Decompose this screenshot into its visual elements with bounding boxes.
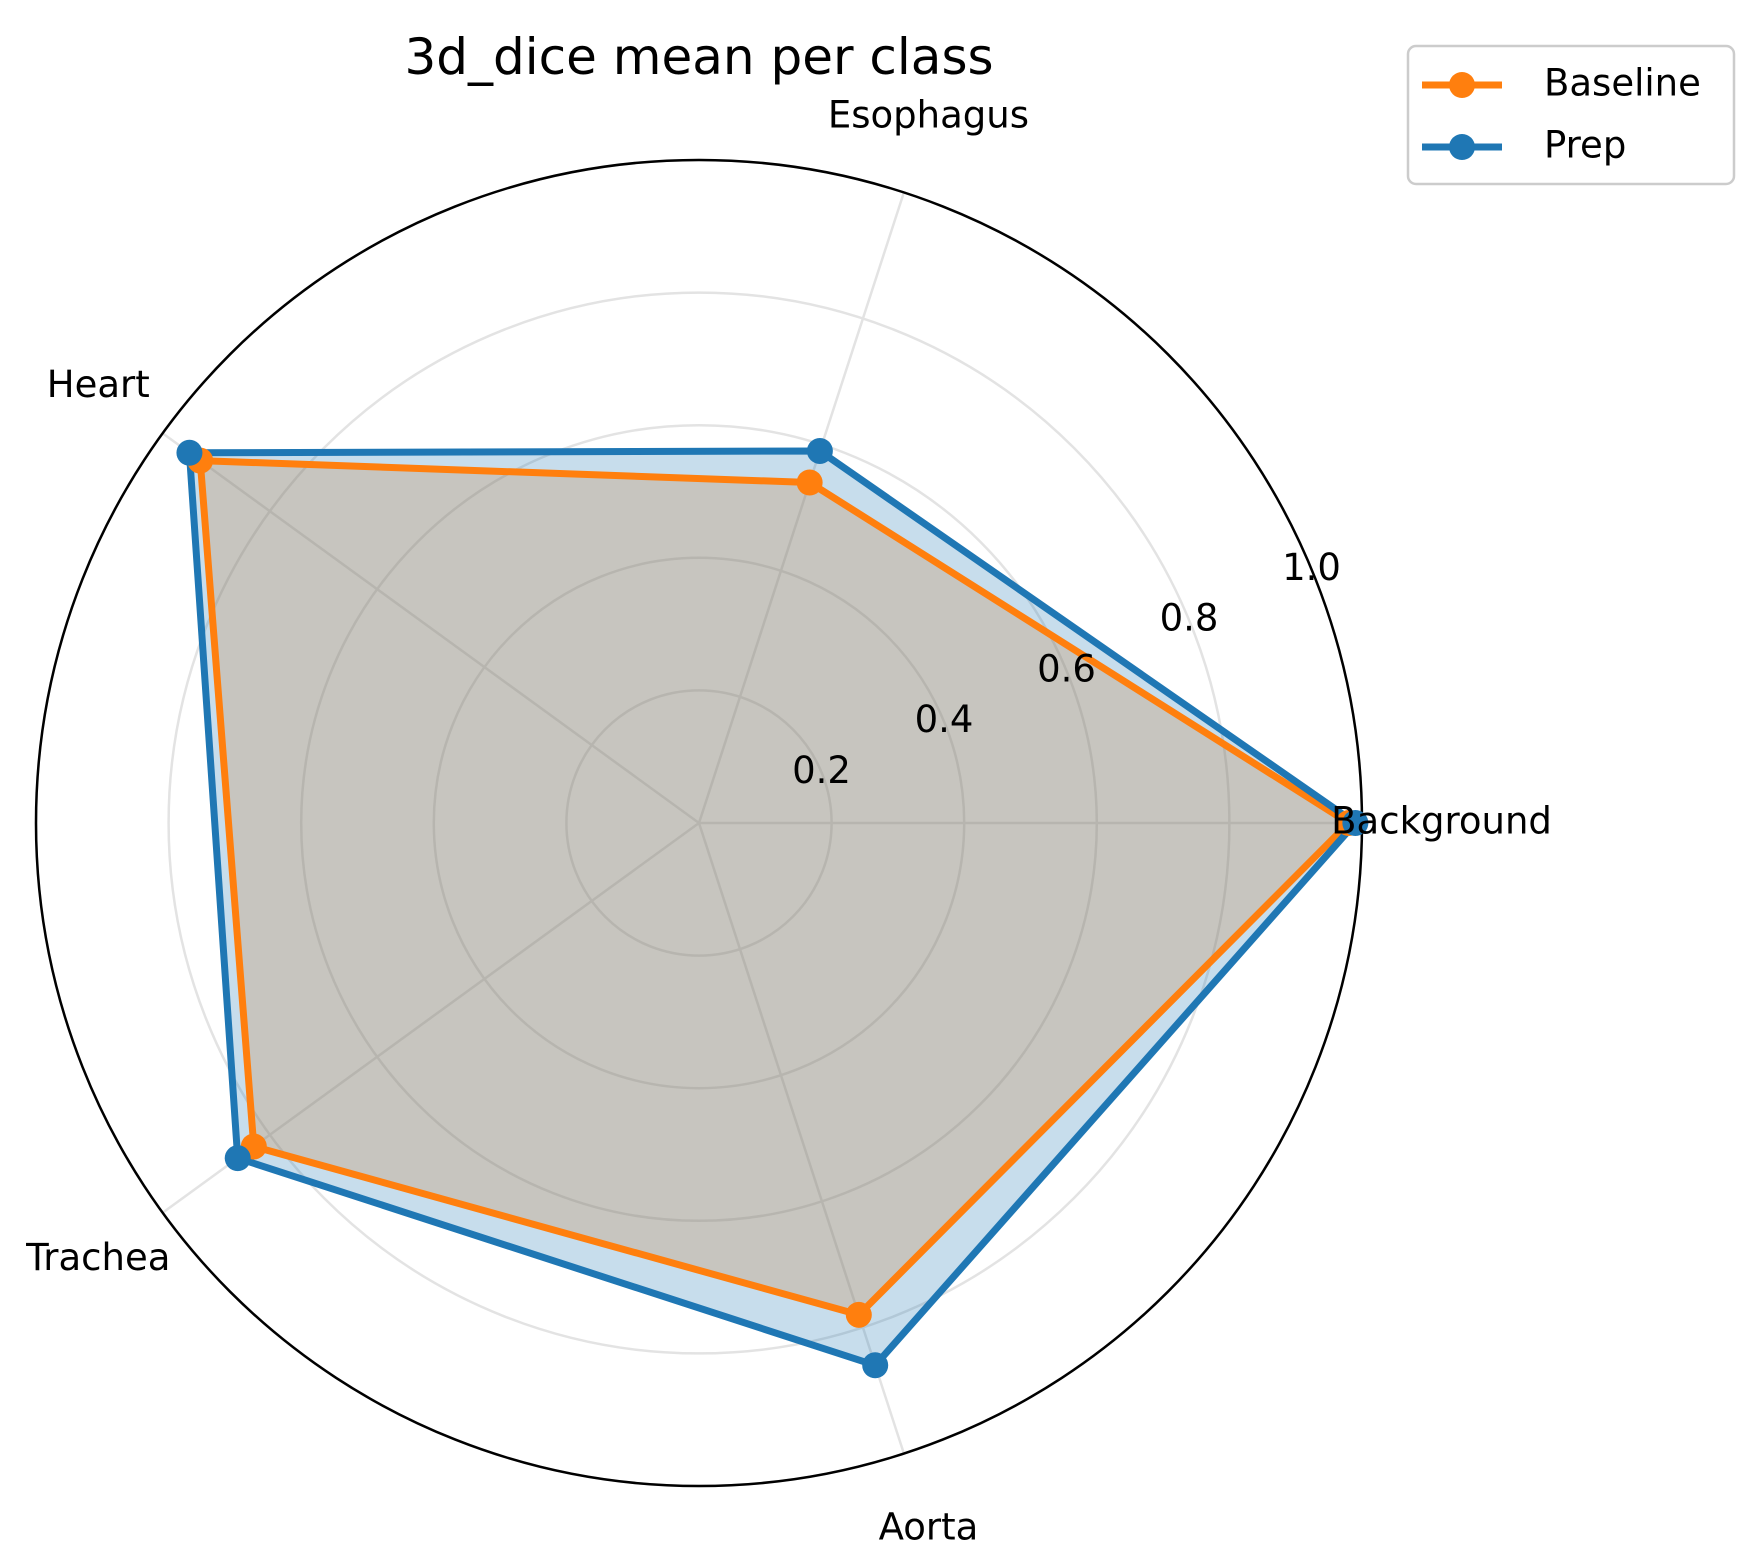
data-point-prep-trachea [224,1145,251,1172]
legend: Baseline Prep [1406,44,1736,186]
polar-grid [34,158,1364,1488]
radial-tick-label: 0.2 [792,749,851,792]
grid-spoke [697,192,906,824]
category-label-trachea: Trachea [25,1236,170,1279]
series-lines [185,447,1359,1369]
axis-labels: 0.2 0.4 0.6 0.8 1.0 Background Esophagus Heart T… [25,93,1552,1548]
series-line-baseline [196,457,1353,1319]
legend-marker-baseline [1449,72,1475,98]
radial-tick-label: 0.8 [1160,597,1219,640]
radial-tick-label: 0.4 [915,698,974,741]
category-label-esophagus: Esophagus [828,93,1029,136]
data-point-baseline-aorta [845,1301,872,1328]
grid-spoke [697,822,906,1454]
series-fill-baseline [200,460,1349,1315]
chart-title: 3d_dice mean per class [404,28,993,86]
category-label-heart: Heart [47,363,150,406]
grid-spoke [161,432,700,825]
legend-marker-prep [1449,134,1475,160]
radial-tick-label: 1.0 [1282,546,1341,589]
category-label-aorta: Aorta [879,1506,979,1549]
data-point-prep-background [1342,810,1369,836]
data-point-prep-heart [176,439,203,466]
data-point-prep-esophagus [806,437,833,464]
radial-tick-label: 0.6 [1037,647,1096,690]
series-fills [189,451,1356,1366]
series-line-prep [185,447,1359,1369]
series-points [176,437,1369,1379]
legend-label-prep: Prep [1544,124,1626,167]
category-label-background: Background [1331,800,1552,843]
data-point-baseline-esophagus [796,469,823,496]
data-point-prep-aorta [862,1352,889,1379]
series-fill-prep [189,451,1356,1366]
legend-label-baseline: Baseline [1544,62,1701,105]
